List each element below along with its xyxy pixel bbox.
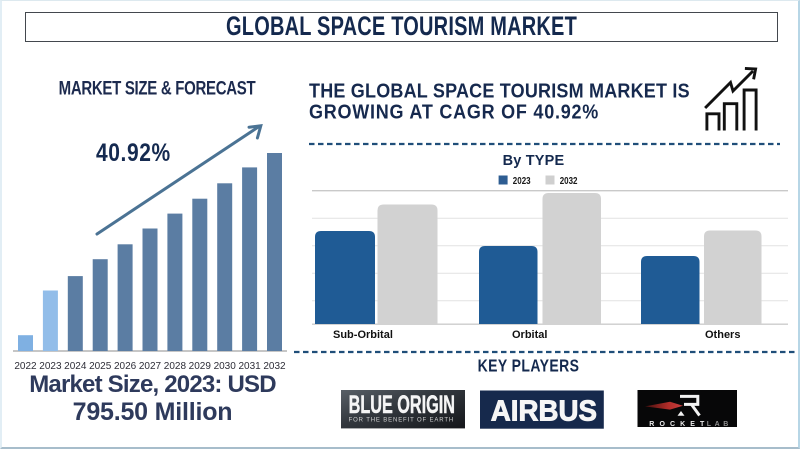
svg-text:2023: 2023 <box>513 176 531 187</box>
svg-text:2027: 2027 <box>139 361 162 372</box>
svg-text:2023: 2023 <box>39 361 62 372</box>
svg-text:LAB: LAB <box>707 421 729 428</box>
svg-text:AIRBUS: AIRBUS <box>491 395 597 427</box>
svg-text:2032: 2032 <box>263 361 286 372</box>
svg-text:2026: 2026 <box>114 361 137 372</box>
svg-text:BLUE ORIGIN: BLUE ORIGIN <box>349 391 455 419</box>
svg-text:2028: 2028 <box>164 361 187 372</box>
svg-text:2031: 2031 <box>238 361 261 372</box>
svg-text:2022: 2022 <box>14 361 37 372</box>
svg-text:2025: 2025 <box>89 361 112 372</box>
svg-text:2029: 2029 <box>189 361 212 372</box>
svg-text:2024: 2024 <box>64 361 87 372</box>
svg-text:FOR THE BENEFIT OF EARTH: FOR THE BENEFIT OF EARTH <box>349 418 454 424</box>
svg-text:2030: 2030 <box>214 361 237 372</box>
svg-text:2032: 2032 <box>560 176 578 187</box>
